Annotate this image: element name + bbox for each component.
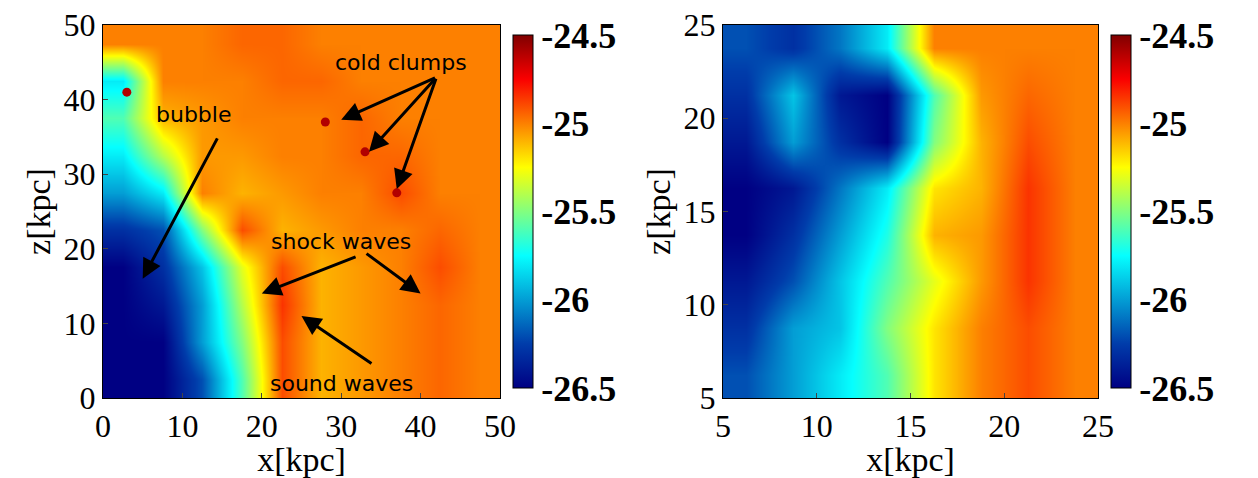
svg-text:5: 5	[700, 380, 716, 416]
svg-text:10: 10	[64, 306, 96, 342]
svg-text:25: 25	[684, 7, 716, 43]
svg-text:-25: -25	[1139, 104, 1187, 144]
svg-text:-26.5: -26.5	[541, 369, 616, 409]
svg-text:40: 40	[405, 408, 437, 444]
svg-text:-24.5: -24.5	[541, 16, 616, 56]
svg-text:-26.5: -26.5	[1139, 369, 1214, 409]
svg-text:20: 20	[988, 408, 1020, 444]
svg-text:-26: -26	[541, 280, 589, 320]
svg-text:-24.5: -24.5	[1139, 16, 1214, 56]
svg-text:25: 25	[1082, 408, 1114, 444]
svg-text:z[kpc]: z[kpc]	[640, 168, 677, 255]
svg-text:-25.5: -25.5	[1139, 192, 1214, 232]
svg-text:x[kpc]: x[kpc]	[866, 441, 955, 478]
svg-text:5: 5	[715, 408, 731, 444]
svg-text:10: 10	[166, 408, 198, 444]
svg-text:-25.5: -25.5	[541, 192, 616, 232]
svg-text:bubble: bubble	[156, 102, 232, 127]
svg-text:10: 10	[801, 408, 833, 444]
svg-text:20: 20	[246, 408, 278, 444]
svg-text:cold clumps: cold clumps	[335, 50, 467, 75]
svg-text:-26: -26	[1139, 280, 1187, 320]
svg-text:x[kpc]: x[kpc]	[257, 441, 346, 478]
svg-text:sound waves: sound waves	[270, 371, 413, 396]
svg-text:50: 50	[484, 408, 516, 444]
svg-text:30: 30	[325, 408, 357, 444]
svg-text:z[kpc]: z[kpc]	[20, 168, 57, 255]
svg-text:15: 15	[684, 194, 716, 230]
svg-text:30: 30	[64, 156, 96, 192]
svg-text:20: 20	[684, 100, 716, 136]
svg-text:-25: -25	[541, 104, 589, 144]
svg-text:shock waves: shock waves	[271, 229, 411, 254]
svg-text:15: 15	[895, 408, 927, 444]
svg-text:20: 20	[64, 231, 96, 267]
svg-text:50: 50	[64, 7, 96, 43]
svg-text:0: 0	[95, 408, 111, 444]
svg-text:10: 10	[684, 287, 716, 323]
svg-text:0: 0	[80, 380, 96, 416]
svg-text:40: 40	[64, 82, 96, 118]
